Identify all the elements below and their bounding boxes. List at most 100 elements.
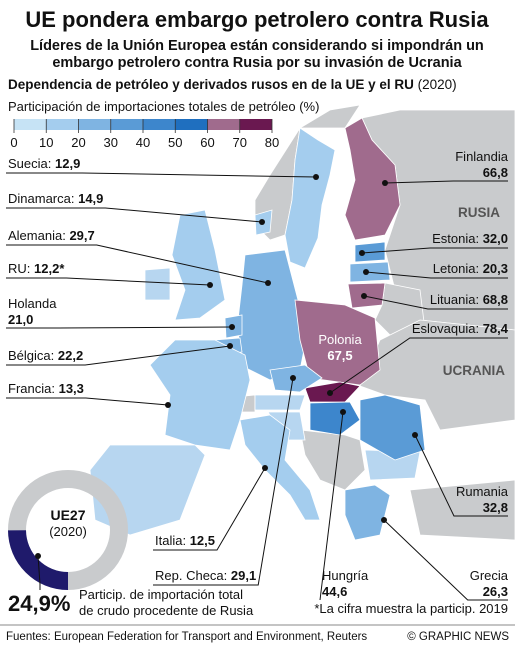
country-name: Rep. Checa:	[155, 568, 227, 583]
leader-line	[361, 247, 508, 254]
country-value: 12,5	[190, 533, 215, 548]
leader-line	[6, 172, 317, 178]
eu-value: 24,9%	[8, 591, 70, 616]
country	[309, 401, 361, 436]
leader-line	[153, 377, 294, 586]
legend-tick-label: 10	[39, 135, 53, 150]
country	[284, 127, 336, 269]
country	[269, 364, 323, 393]
footer	[0, 625, 515, 647]
heading-year: (2020)	[418, 77, 457, 92]
country-label: RU: 12,2*	[8, 261, 65, 276]
country-label: Lituania: 68,8	[430, 292, 508, 307]
legend-swatch	[78, 119, 111, 130]
country-name: Francia:	[8, 381, 55, 396]
leader-line	[6, 207, 263, 223]
leader-dot	[327, 390, 333, 396]
legend-swatch	[143, 119, 176, 130]
country-label: Rep. Checa: 29,1	[155, 568, 256, 583]
leader-dot	[227, 343, 233, 349]
country	[359, 394, 426, 461]
leader-dot	[262, 465, 268, 471]
heading: Dependencia de petróleo y derivados ruso…	[8, 77, 457, 92]
leader-dot	[165, 402, 171, 408]
country-label: Bélgica: 22,2	[8, 348, 83, 363]
subtitle: embargo petrolero contra Rusia por su in…	[52, 55, 462, 71]
leader-dot	[340, 409, 346, 415]
country	[171, 209, 226, 321]
legend-swatch	[175, 119, 208, 130]
country-name: Hungría	[322, 568, 369, 583]
leader-line	[6, 244, 269, 284]
leader-line	[6, 277, 211, 286]
country-value: 20,3	[483, 261, 508, 276]
country-label: Suecia: 12,9	[8, 156, 80, 171]
leader-dot	[259, 219, 265, 225]
leader-line	[6, 345, 231, 366]
leader-line	[319, 411, 344, 601]
leader-dot	[207, 282, 213, 288]
leader-dot	[381, 517, 387, 523]
country-value: 32,8	[483, 500, 508, 515]
legend-swatch	[46, 119, 79, 130]
country-label: Eslovaquia: 78,4	[412, 321, 509, 336]
country-name: Holanda	[8, 296, 57, 311]
legend-swatch	[110, 119, 143, 130]
country-value: 67,5	[327, 348, 352, 363]
eu-description: de crudo procedente de Rusia	[79, 603, 254, 618]
country-value: 78,4	[483, 321, 509, 336]
leader-line	[414, 434, 508, 517]
country-name: Bélgica:	[8, 348, 54, 363]
leader-line	[383, 519, 508, 601]
country-name: Polonia	[318, 332, 362, 347]
country-label: Estonia: 32,0	[432, 231, 508, 246]
legend-tick-label: 0	[10, 135, 17, 150]
country	[344, 484, 391, 541]
legend-tick-label: 50	[168, 135, 182, 150]
country-value: 32,0	[483, 231, 508, 246]
donut-leader	[37, 555, 41, 590]
region-label: RUSIA	[458, 205, 500, 220]
leader-line	[363, 295, 508, 310]
country-name: Estonia:	[432, 231, 479, 246]
leader-line	[6, 397, 169, 406]
country-value: 29,1	[231, 568, 256, 583]
legend-swatch	[207, 119, 240, 130]
legend-tick-label: 30	[104, 135, 118, 150]
legend-title: Participación de importaciones totales d…	[8, 99, 319, 114]
country-label: Francia: 13,3	[8, 381, 84, 396]
country	[294, 299, 381, 386]
leader-dot	[361, 293, 367, 299]
legend-tick-label: 60	[200, 135, 214, 150]
ireland	[144, 267, 171, 301]
leader-line	[365, 271, 508, 279]
country-name: Rumania	[456, 484, 509, 499]
donut-dot	[35, 553, 41, 559]
leader-dot	[290, 375, 296, 381]
donut-year: (2020)	[49, 524, 87, 539]
country-value: 21,0	[8, 312, 33, 327]
leader-dot	[265, 280, 271, 286]
country-name: Letonia:	[433, 261, 479, 276]
title: UE pondera embargo petrolero contra Rusi…	[25, 7, 489, 32]
country-name: Eslovaquia:	[412, 321, 479, 336]
balkans	[299, 429, 366, 491]
credit: © GRAPHIC NEWS	[407, 631, 509, 643]
eu-donut	[8, 470, 128, 590]
source: Fuentes: European Federation for Transpo…	[6, 631, 367, 643]
legend-tick-label: 80	[265, 135, 279, 150]
country-name: Finlandia	[455, 149, 509, 164]
country	[149, 339, 251, 451]
country-value: 68,8	[483, 292, 508, 307]
map	[89, 104, 515, 541]
country-label: Italia: 12,5	[155, 533, 215, 548]
leader-line	[153, 467, 266, 551]
country-value: 26,3	[483, 584, 508, 599]
leader-dot	[412, 432, 418, 438]
note: *La cifra muestra la particip. 2019	[314, 601, 508, 616]
country-name: Lituania:	[430, 292, 479, 307]
country-value: 14,9	[78, 191, 103, 206]
leader-dot	[363, 269, 369, 275]
